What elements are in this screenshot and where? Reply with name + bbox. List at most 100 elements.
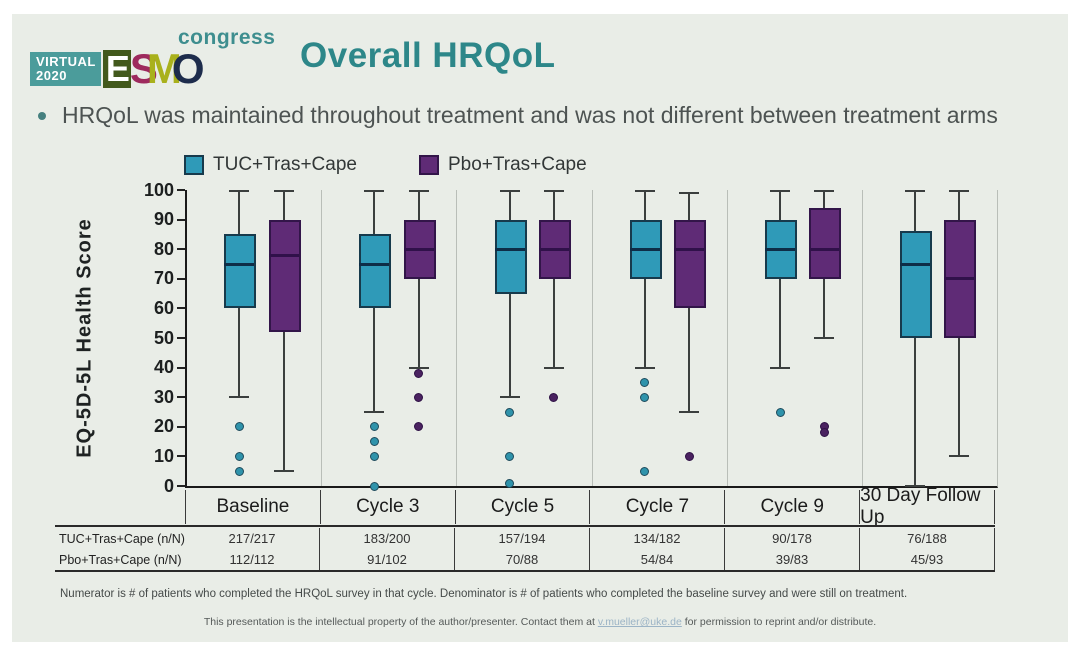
box-group — [809, 190, 842, 486]
box-group — [538, 190, 571, 486]
contact-email-link[interactable]: v.mueller@uke.de — [597, 616, 682, 628]
box-group — [224, 190, 257, 486]
n-over-N-cell: 112/112 — [229, 552, 275, 567]
congress-label: congress — [178, 26, 276, 49]
y-tick-label: 70 — [153, 268, 174, 289]
outlier-dot — [414, 422, 424, 432]
iqr-box — [900, 231, 933, 338]
table-row: TUC+Tras+Cape (n/N) 217/217 183/200 157/194… — [55, 528, 995, 549]
outlier-dot — [234, 466, 244, 476]
median-line — [494, 247, 525, 251]
chart-column-30-day-follow-up — [861, 190, 997, 487]
y-tick: 0 — [138, 476, 185, 496]
row-label: TUC+Tras+Cape (n/N) — [59, 531, 185, 546]
whisker-cap-bottom — [364, 411, 385, 413]
outlier-dot — [369, 451, 379, 461]
n-over-N-cell: 134/182 — [589, 528, 724, 549]
y-tick: 100 — [138, 180, 185, 200]
n-of-patients-table: TUC+Tras+Cape (n/N) 217/217 183/200 157/194… — [55, 528, 995, 570]
whisker-cap-bottom — [679, 411, 700, 413]
slide: congress VIRTUAL 2020 E S M O Overall HR… — [12, 14, 1068, 642]
row-label: Pbo+Tras+Cape (n/N) — [59, 552, 182, 567]
disclaimer: This presentation is the intellectual pr… — [12, 616, 1068, 628]
y-tick: 40 — [138, 357, 185, 378]
category-header: Cycle 9 — [724, 490, 859, 524]
outlier-dot — [640, 392, 650, 402]
iqr-box — [224, 234, 257, 309]
y-tick-label: 0 — [163, 475, 174, 496]
esmo-letter-s: S — [129, 45, 158, 92]
category-header: Baseline — [185, 490, 320, 524]
y-tick-mark — [177, 337, 185, 339]
page-title: Overall HRQoL — [300, 36, 556, 75]
median-line — [403, 247, 434, 251]
box-group — [268, 190, 301, 486]
box-group — [944, 190, 977, 486]
outlier-dot — [369, 422, 379, 432]
whisker-cap-bottom — [229, 396, 250, 399]
bullet-icon — [38, 112, 46, 120]
outlier-dot — [505, 451, 515, 461]
whisker-cap-top — [273, 190, 294, 192]
n-over-N-cell: 217/217 — [228, 531, 276, 546]
whisker-cap-top — [634, 190, 655, 192]
outlier-dot — [234, 422, 244, 432]
n-over-N-cell: 183/200 — [319, 528, 454, 549]
box-group — [674, 190, 707, 486]
y-tick-mark — [177, 485, 185, 487]
y-tick-label: 20 — [153, 416, 174, 437]
box-group — [359, 190, 392, 491]
legend-label: TUC+Tras+Cape — [213, 154, 357, 175]
whisker-line — [508, 190, 511, 398]
whisker-cap-top — [679, 191, 700, 194]
table-rule-bottom — [55, 570, 995, 572]
median-line — [268, 253, 299, 257]
outlier-dot — [369, 481, 379, 491]
y-tick-label: 80 — [153, 238, 174, 259]
esmo-letter-e: E — [102, 50, 131, 88]
esmo-congress-logo: congress VIRTUAL 2020 E S M O — [30, 24, 280, 96]
whisker-cap-bottom — [949, 455, 970, 458]
disclaimer-prefix: This presentation is the intellectual pr… — [203, 616, 598, 628]
iqr-box — [674, 219, 707, 309]
y-tick: 80 — [138, 239, 185, 259]
median-line — [809, 247, 840, 251]
whisker-cap-top — [814, 190, 835, 192]
legend-item: Pbo+Tras+Cape — [418, 154, 587, 176]
whisker-line — [779, 190, 781, 368]
esmo-letter-m: M — [146, 45, 182, 92]
virtual-2020-badge: VIRTUAL 2020 — [30, 51, 101, 87]
box-group — [403, 190, 436, 486]
y-axis-label: EQ-5D-5L Health Score — [73, 218, 96, 458]
y-tick-mark — [177, 366, 185, 369]
n-over-N-cell: 91/102 — [319, 549, 454, 570]
outlier-dot — [640, 466, 650, 476]
whisker-cap-top — [543, 190, 564, 192]
y-tick-label: 40 — [153, 357, 174, 378]
legend-swatch-icon — [184, 155, 204, 175]
n-over-N-cell: 54/84 — [589, 549, 724, 570]
whisker-line — [643, 190, 646, 368]
category-header: Cycle 3 — [319, 490, 455, 524]
legend-label: Pbo+Tras+Cape — [447, 154, 587, 175]
y-tick: 90 — [138, 209, 185, 230]
y-tick: 30 — [138, 387, 185, 407]
whisker-cap-bottom — [408, 366, 429, 369]
y-tick: 60 — [138, 298, 185, 318]
outlier-dot — [414, 392, 424, 402]
y-tick: 50 — [138, 328, 185, 348]
n-over-N-cell: 70/88 — [454, 549, 589, 570]
median-line — [538, 247, 569, 251]
outlier-dot — [505, 407, 515, 417]
y-tick: 70 — [138, 268, 185, 289]
whisker-cap-top — [905, 190, 926, 192]
box-group — [629, 190, 662, 486]
iqr-box — [809, 207, 842, 279]
category-header-row: Baseline Cycle 3 Cycle 5 Cycle 7 Cycle 9 30 D… — [185, 485, 995, 528]
disclaimer-suffix: for permission to reprint and/or distrib… — [681, 616, 877, 628]
chart-legend: TUC+Tras+Cape Pbo+Tras+Cape — [184, 154, 587, 176]
chart-column-cycle-3 — [321, 190, 456, 491]
whisker-cap-top — [364, 190, 385, 192]
table-footnote: Numerator is # of patients who completed… — [60, 588, 908, 600]
outlier-dot — [775, 407, 785, 417]
